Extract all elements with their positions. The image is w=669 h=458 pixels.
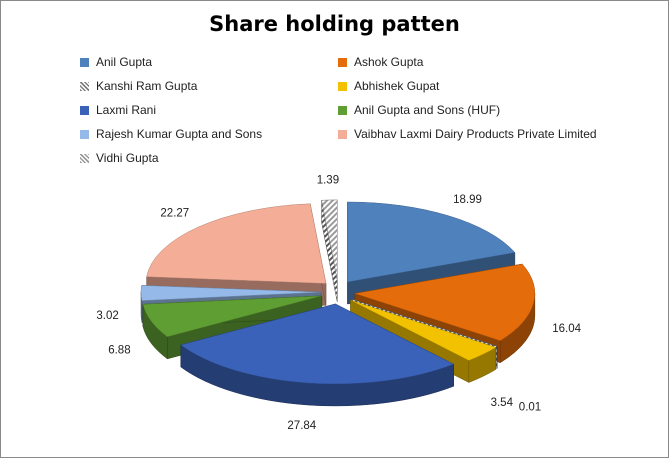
legend-label: Anil Gupta and Sons (HUF) [354,103,501,117]
slice-top [180,303,455,385]
legend-swatch [80,106,89,115]
legend-swatch [338,106,347,115]
pie-slice [180,303,455,407]
slice-top [140,285,322,301]
slice-top [347,201,516,283]
legend-swatch [80,58,89,67]
slice-top [146,203,327,284]
slice-top [351,298,498,347]
data-label: 16.04 [552,323,581,335]
legend-label: Vidhi Gupta [96,151,159,165]
data-label: 0.01 [519,401,541,413]
legend-label: Rajesh Kumar Gupta and Sons [96,127,263,141]
legend-label: Vaibhav Laxmi Dairy Products Private Lim… [354,127,597,141]
data-label: 6.88 [108,345,130,357]
legend-label: Anil Gupta [96,55,153,69]
legend-label: Kanshi Ram Gupta [96,79,198,93]
legend-swatch [80,82,89,91]
legend-label: Ashok Gupta [354,55,424,69]
pie-slice [321,199,338,302]
slice-top [142,295,322,338]
legend-label: Laxmi Rani [96,103,157,117]
legend-swatch [80,130,89,139]
legend-swatch [338,130,347,139]
legend-swatch [80,154,89,163]
data-label: 18.99 [453,194,482,206]
legend-label: Abhishek Gupat [354,79,440,93]
data-label: 27.84 [287,420,316,432]
slice-top [350,299,497,361]
legend-swatch [338,82,347,91]
data-label: 3.54 [491,397,514,409]
slice-top [354,263,536,341]
data-label: 1.39 [317,175,339,187]
slice-top [321,199,338,280]
chart-title: Share holding patten [209,12,460,36]
data-label: 3.02 [96,310,118,322]
legend-swatch [338,58,347,67]
data-label: 22.27 [160,208,189,220]
